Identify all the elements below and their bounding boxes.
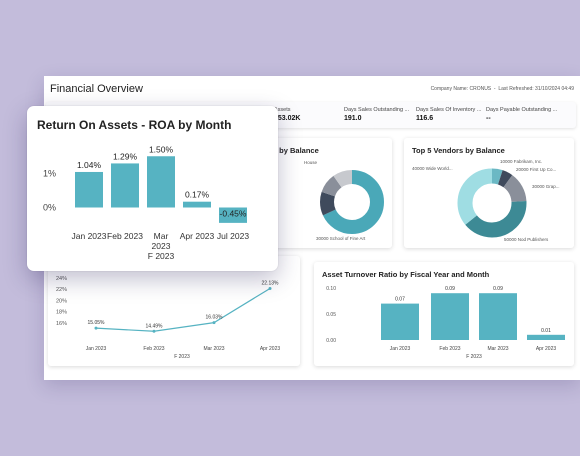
card-title: rs by Balance (270, 146, 319, 155)
roa-overlay-card[interactable]: Return On Assets - ROA by Month 1% 0% 1.04… (27, 106, 278, 271)
line-data-label: 14.49% (146, 323, 164, 329)
donut-label: 50000 Nod Publishers (504, 237, 549, 242)
card-title: Top 5 Vendors by Balance (412, 146, 505, 155)
x-group-label: F 2023 (174, 354, 190, 360)
x-tick-label: Jan 2023 (86, 346, 107, 352)
roa-bar (147, 156, 175, 208)
x-tick-label: Apr 2023 (260, 346, 281, 352)
turnover-bar (431, 293, 469, 340)
vendors-donut-chart (457, 168, 527, 238)
turnover-data-label: 0.01 (541, 328, 551, 334)
kpi-days-sales-outstanding[interactable]: Days Sales Outstanding ... 191.0 (344, 107, 409, 122)
roa-bar-chart: 1% 0% 1.04% Jan 2023 1.29% Feb 2023 1.50% Mar20… (43, 144, 249, 261)
line-data-label: 16.03% (206, 315, 224, 321)
line-point (212, 321, 216, 325)
roa-data-label: 1.29% (113, 151, 138, 161)
x-tick-label: Mar 2023 (487, 346, 508, 352)
kpi-value: 191.0 (344, 115, 362, 122)
y-tick-label: 0.00 (326, 338, 336, 344)
line-point (152, 329, 156, 333)
roa-bar (75, 171, 103, 208)
y-tick-label: 16% (56, 321, 67, 327)
x-tick-label: Jan 2023 (390, 346, 411, 352)
x-tick-label: Jan 2023 (72, 231, 107, 241)
y-tick-label: 18% (56, 310, 67, 316)
x-group-label: F 2023 (466, 354, 482, 360)
x-tick-label: Apr 2023 (536, 346, 557, 352)
x-tick-label: Feb 2023 (107, 231, 143, 241)
roa-card-title: Return On Assets - ROA by Month (37, 118, 232, 132)
roa-line-card[interactable]: 24% 22% 20% 18% 16% 15.05% Jan 2023 14.49% Feb 2… (48, 256, 300, 366)
kpi-value: 153.02K (274, 115, 301, 122)
roa-bar (219, 207, 247, 223)
y-tick-label: 0% (43, 203, 56, 213)
x-group-label: F 2023 (148, 251, 175, 261)
turnover-bar (479, 293, 517, 340)
kpi-assets[interactable]: Assets 153.02K (274, 107, 300, 122)
kpi-label: Days Sales Of Inventory ... (416, 107, 482, 113)
turnover-bar (527, 334, 565, 340)
x-tick-label: Mar (154, 231, 169, 241)
donut-label: 30000 Grap... (532, 184, 560, 189)
donut-slice (457, 168, 527, 238)
line-data-label: 15.05% (88, 320, 106, 326)
y-tick-label: 0.10 (326, 286, 336, 292)
x-tick-label: Mar 2023 (203, 346, 224, 352)
y-tick-label: 1% (43, 168, 56, 178)
roa-bar (183, 201, 211, 208)
kpi-days-sales-inventory[interactable]: Days Sales Of Inventory ... 116.6 (416, 107, 481, 122)
y-tick-label: 22% (56, 287, 67, 293)
card-title: Asset Turnover Ratio by Fiscal Year and … (322, 270, 490, 279)
donut-slice (320, 170, 384, 234)
turnover-data-label: 0.07 (395, 297, 405, 303)
kpi-days-payable-outstanding[interactable]: Days Payable Outstanding ... -- (486, 107, 557, 122)
line-point (268, 286, 272, 290)
kpi-label: Days Sales Outstanding ... (344, 107, 410, 113)
dashboard-title: Financial Overview (50, 83, 143, 95)
donut-slice (320, 170, 384, 234)
company-name: Company Name: CRONUS (430, 86, 492, 92)
turnover-data-label: 0.09 (493, 286, 503, 292)
donut-label: House (304, 160, 318, 165)
turnover-data-label: 0.09 (445, 286, 455, 292)
last-refreshed: Last Refreshed: 31/10/2024 04:49 (498, 86, 574, 92)
line-data-label: 22.13% (262, 280, 280, 286)
donut-label: 20000 First Up Co... (516, 167, 557, 172)
dashboard-header: Financial Overview Company Name: CRONUS … (44, 76, 580, 96)
dashboard-meta: Company Name: CRONUS - Last Refreshed: 3… (430, 86, 574, 92)
donut-slice (457, 168, 527, 238)
roa-data-label: -0.45% (220, 209, 247, 219)
vendors-card[interactable]: Top 5 Vendors by Balance 10000 Fabrikam,… (404, 138, 574, 248)
line-point (94, 326, 98, 330)
y-tick-label: 0.05 (326, 312, 336, 318)
roa-data-label: 1.50% (149, 144, 174, 154)
roa-data-label: 0.17% (185, 190, 210, 200)
kpi-value: -- (486, 115, 491, 122)
donut-label: 10000 Fabrikam, Inc. (500, 159, 543, 164)
asset-turnover-card[interactable]: Asset Turnover Ratio by Fiscal Year and … (314, 262, 574, 366)
roa-bar (111, 163, 139, 208)
financial-dashboard: Financial Overview Company Name: CRONUS … (44, 76, 580, 380)
roa-line-chart: 24% 22% 20% 18% 16% 15.05% Jan 2023 14.49% Feb 2… (56, 276, 281, 360)
x-tick-label: Apr 2023 (180, 231, 215, 241)
x-tick-label: 2023 (152, 241, 171, 251)
x-tick-label: Jul 2023 (217, 231, 249, 241)
y-tick-label: 24% (56, 276, 67, 282)
kpi-label: Days Payable Outstanding ... (486, 107, 558, 113)
customers-donut-chart (320, 170, 384, 234)
kpi-label: Assets (274, 107, 291, 113)
x-tick-label: Feb 2023 (439, 346, 460, 352)
y-tick-label: 20% (56, 298, 67, 304)
roa-trend-line (95, 287, 271, 332)
donut-label: 40000 Wide World... (412, 166, 453, 171)
x-tick-label: Feb 2023 (143, 346, 164, 352)
turnover-bar (381, 303, 419, 340)
roa-data-label: 1.04% (77, 160, 102, 170)
donut-label: 30000 School of Fine Art (316, 236, 366, 241)
kpi-value: 116.6 (416, 115, 434, 122)
asset-turnover-chart: 0.10 0.05 0.00 0.07 Jan 2023 0.09 Feb 2023 0.09… (326, 286, 565, 360)
